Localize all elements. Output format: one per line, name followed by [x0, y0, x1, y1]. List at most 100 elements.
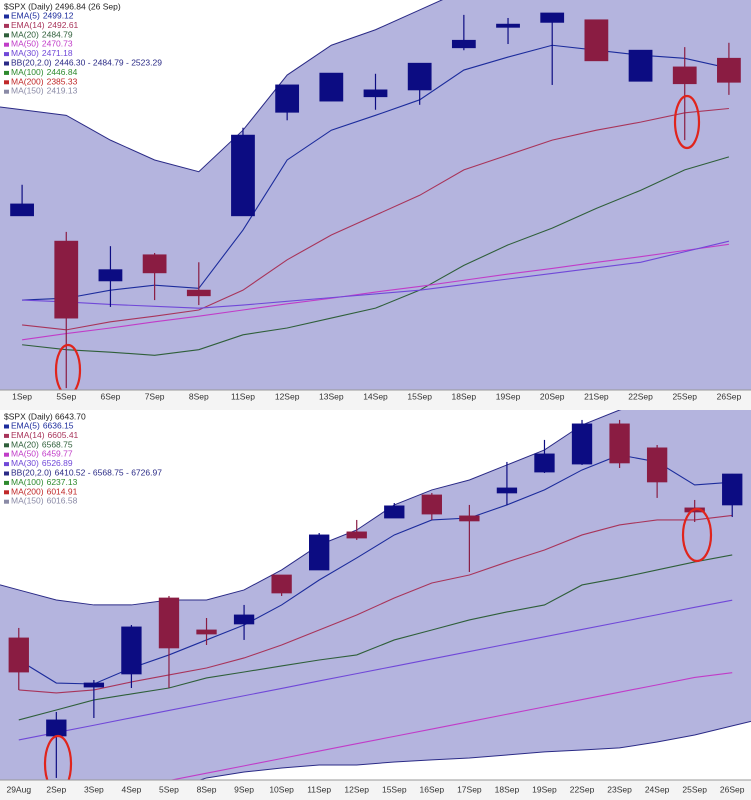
legend-swatch [4, 433, 9, 438]
x-tick-label: 8Sep [197, 784, 217, 794]
legend-swatch [4, 14, 9, 19]
indicator-line [22, 44, 730, 301]
x-tick-label: 6Sep [101, 391, 121, 401]
legend-value: 6568.75 [42, 440, 73, 450]
candle-body [309, 534, 330, 571]
x-tick-label: 25Sep [672, 391, 697, 401]
x-tick-label: 19Sep [532, 784, 557, 794]
legend-swatch [4, 471, 9, 476]
x-tick-label: 15Sep [382, 784, 407, 794]
legend-name: MA(50) [11, 449, 39, 459]
x-tick-label: 24Sep [645, 784, 670, 794]
x-tick-label: 18Sep [452, 391, 477, 401]
legend-value: 6526.89 [42, 458, 73, 468]
legend-swatch [4, 462, 9, 467]
legend-entry: EMA(5) 6636.15 [11, 421, 74, 431]
legend-name: MA(200) [11, 77, 44, 87]
plot-area [0, 410, 751, 780]
x-tick-label: 8Sep [189, 391, 209, 401]
candle-body [672, 66, 697, 85]
x-tick-label: 25Sep [682, 784, 707, 794]
legend-entry: EMA(14) 2492.61 [11, 20, 79, 30]
x-tick-label: 1Sep [12, 391, 32, 401]
x-tick-label: 26Sep [720, 784, 745, 794]
indicator-line [18, 514, 733, 694]
legend-swatch [4, 80, 9, 85]
candle-body [271, 574, 292, 594]
x-tick-label: 15Sep [407, 391, 432, 401]
legend-value: 6410.52 - 6568.75 - 6726.97 [55, 468, 163, 478]
x-tick-label: 18Sep [495, 784, 520, 794]
legend-name: MA(100) [11, 67, 44, 77]
candle-body [646, 447, 668, 483]
candle-body [233, 614, 255, 625]
candle-body [384, 505, 405, 519]
legend-value: 2385.33 [47, 77, 78, 87]
legend-value: 6459.77 [42, 449, 73, 459]
candle-body [46, 719, 67, 737]
legend-value: 2446.30 - 2484.79 - 2523.29 [55, 58, 163, 68]
legend-value: 6237.13 [47, 477, 78, 487]
candle-body [496, 487, 518, 494]
x-tick-label: 4Sep [121, 784, 141, 794]
x-tick-label: 29Aug [6, 784, 31, 794]
legend-entry: MA(50) 6459.77 [11, 449, 73, 459]
indicator-line [22, 240, 730, 309]
x-tick-label: 21Sep [584, 391, 609, 401]
candle-body [319, 72, 344, 102]
chart-title: $SPX (Daily) 2496.84 (26 Sep) [4, 1, 121, 11]
candle-body [8, 637, 29, 673]
legend-value: 6014.91 [47, 487, 78, 497]
x-tick-label: 16Sep [420, 784, 445, 794]
legend-value: 2484.79 [42, 30, 73, 40]
candle-body [459, 515, 480, 522]
legend-value: 2419.13 [47, 86, 78, 96]
legend-entry: MA(100) 2446.84 [11, 67, 78, 77]
indicator-line [18, 599, 733, 741]
legend-swatch [4, 499, 9, 504]
legend-entry: MA(50) 2470.73 [11, 39, 73, 49]
candle-body [407, 62, 432, 91]
legend-swatch [4, 33, 9, 38]
legend-entry: MA(100) 6237.13 [11, 477, 78, 487]
legend-name: EMA(14) [11, 430, 45, 440]
candle-body [83, 682, 105, 688]
x-tick-label: 11Sep [307, 784, 331, 794]
legend-name: MA(150) [11, 496, 44, 506]
x-tick-label: 14Sep [363, 391, 388, 401]
legend-entry: MA(30) 6526.89 [11, 458, 73, 468]
legend-entry: MA(200) 6014.91 [11, 487, 78, 497]
x-tick-label: 26Sep [717, 391, 742, 401]
candle-body [722, 473, 743, 506]
legend-name: MA(50) [11, 39, 39, 49]
candle-body [346, 531, 367, 539]
x-tick-label: 20Sep [540, 391, 565, 401]
x-tick-label: 19Sep [496, 391, 521, 401]
legend-name: MA(150) [11, 86, 44, 96]
legend-name: BB(20,2.0) [11, 468, 52, 478]
legend-value: 2471.18 [42, 48, 73, 58]
legend-value: 2446.84 [47, 67, 78, 77]
chart-title: $SPX (Daily) 6643.70 [4, 411, 86, 421]
candle-body [628, 49, 653, 82]
legend-swatch [4, 89, 9, 94]
legend-entry: MA(20) 6568.75 [11, 440, 73, 450]
bollinger-lower [198, 720, 751, 780]
legend-swatch [4, 480, 9, 485]
candle-body [196, 629, 217, 635]
legend-value: 2470.73 [42, 39, 73, 49]
candle-body [540, 12, 565, 23]
legend-swatch [4, 424, 9, 429]
x-tick-label: 3Sep [84, 784, 104, 794]
x-tick-label: 7Sep [145, 391, 165, 401]
legend-value: 6016.58 [47, 496, 78, 506]
x-axis-strip [0, 780, 751, 800]
legend-name: MA(200) [11, 487, 44, 497]
legend-swatch [4, 42, 9, 47]
legend-entry: MA(150) 2419.13 [11, 86, 78, 96]
candle-body [609, 423, 630, 464]
candle-body [54, 240, 79, 319]
indicator-line [22, 156, 730, 356]
legend-entry: MA(200) 2385.33 [11, 77, 78, 87]
legend-swatch [4, 52, 9, 57]
